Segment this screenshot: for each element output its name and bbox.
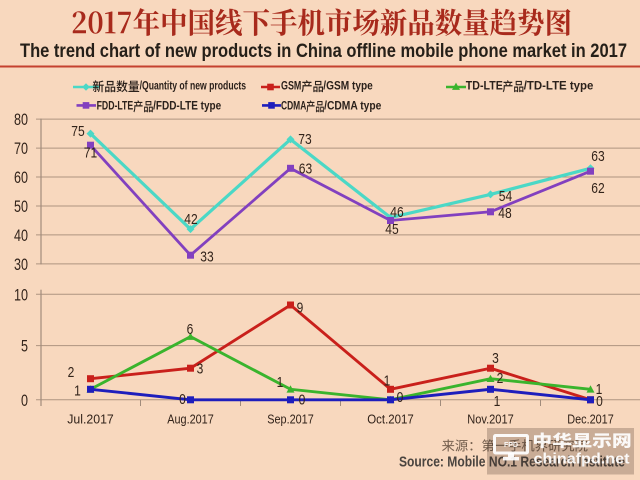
- svg-text:Dec.2017: Dec.2017: [567, 412, 614, 427]
- svg-text:Jul.2017: Jul.2017: [67, 412, 114, 427]
- svg-text:2: 2: [497, 370, 504, 387]
- svg-text:50: 50: [14, 197, 28, 216]
- svg-text:42: 42: [184, 211, 197, 228]
- svg-text:6: 6: [187, 321, 194, 338]
- svg-text:70: 70: [14, 139, 28, 158]
- svg-text:FDD-LTE: FDD-LTE: [97, 100, 134, 112]
- svg-text:62: 62: [591, 180, 604, 197]
- svg-text:FPD: FPD: [504, 442, 518, 449]
- svg-text:63: 63: [299, 161, 312, 178]
- svg-text:1: 1: [596, 381, 603, 398]
- svg-text:0: 0: [299, 392, 306, 409]
- svg-text:0: 0: [397, 389, 404, 406]
- svg-text:75: 75: [71, 123, 84, 140]
- svg-text:0: 0: [179, 391, 186, 408]
- svg-text:Sep.2017: Sep.2017: [267, 412, 314, 427]
- svg-text:0: 0: [21, 391, 28, 410]
- svg-text:46: 46: [390, 204, 403, 221]
- svg-text:TD-LTE: TD-LTE: [466, 80, 503, 92]
- svg-text:10: 10: [14, 285, 28, 304]
- svg-text:71: 71: [84, 145, 97, 162]
- svg-text:60: 60: [14, 168, 28, 187]
- svg-text:GSM: GSM: [281, 80, 301, 92]
- svg-text:63: 63: [591, 148, 604, 165]
- svg-text:chinafpd.net: chinafpd.net: [534, 451, 630, 468]
- svg-text:/TD-LTE type: /TD-LTE type: [524, 80, 594, 92]
- svg-text:45: 45: [385, 221, 398, 238]
- svg-text:48: 48: [498, 205, 511, 222]
- svg-text:/Quantity of new products: /Quantity of new products: [140, 80, 247, 92]
- svg-text:1: 1: [384, 373, 391, 390]
- svg-text:40: 40: [14, 226, 28, 245]
- svg-text:30: 30: [14, 255, 28, 274]
- svg-text:3: 3: [197, 361, 204, 378]
- svg-text:73: 73: [298, 131, 311, 148]
- svg-text:3: 3: [492, 350, 499, 367]
- svg-text:1: 1: [74, 383, 81, 400]
- svg-text:0: 0: [596, 393, 603, 410]
- svg-text:2: 2: [68, 364, 75, 381]
- svg-text:Oct.2017: Oct.2017: [367, 412, 414, 427]
- svg-text:54: 54: [499, 188, 512, 205]
- svg-text:CDMA: CDMA: [281, 100, 306, 112]
- svg-text:5: 5: [21, 337, 28, 356]
- svg-text:/FDD-LTE type: /FDD-LTE type: [153, 100, 221, 112]
- svg-text:/GSM type: /GSM type: [323, 80, 373, 92]
- svg-text:33: 33: [200, 249, 213, 266]
- svg-text:The trend chart of new product: The trend chart of new products in China…: [20, 40, 627, 62]
- svg-text:1: 1: [494, 393, 501, 410]
- svg-text:Aug.2017: Aug.2017: [167, 412, 214, 427]
- svg-text:9: 9: [297, 300, 304, 317]
- svg-text:80: 80: [14, 110, 28, 129]
- svg-text:Source: Mobile NO.1 Research I: Source: Mobile NO.1 Research Institute: [399, 454, 625, 471]
- svg-text:1: 1: [277, 374, 284, 391]
- svg-text:/CDMA type: /CDMA type: [324, 100, 381, 112]
- svg-text:Nov.2017: Nov.2017: [467, 412, 514, 427]
